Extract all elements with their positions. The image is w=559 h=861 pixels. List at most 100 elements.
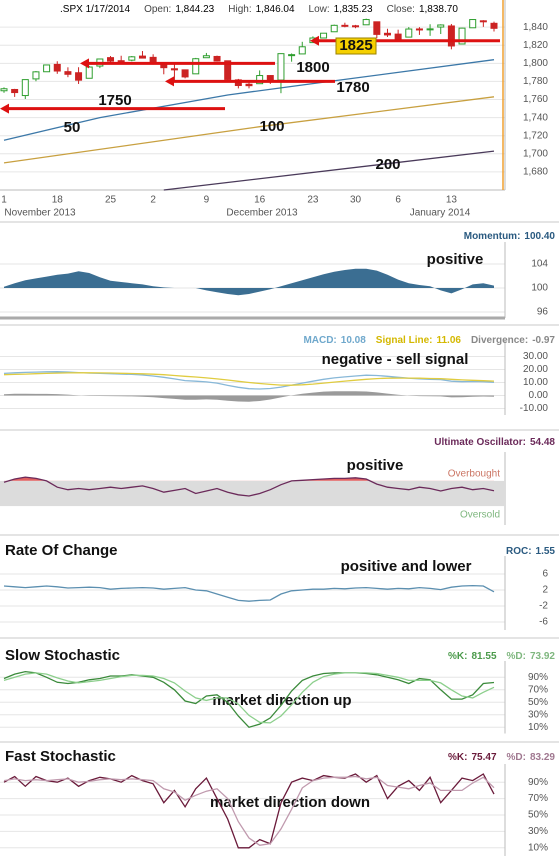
candle-body	[330, 24, 338, 33]
panel-readouts: Ultimate Oscillator: 54.48	[434, 437, 555, 448]
y-tick-label: -6	[539, 617, 548, 628]
candle-body	[149, 56, 157, 64]
y-tick-label: 1,680	[523, 167, 548, 178]
candle-body	[224, 60, 232, 80]
x-tick-label: 6	[395, 195, 401, 206]
candle-body	[85, 66, 93, 79]
line	[3, 372, 495, 386]
readout-value: 100.40	[524, 231, 555, 242]
y-tick-label: 30%	[528, 709, 548, 720]
candle-body	[213, 55, 221, 62]
x-tick-label: 30	[350, 195, 362, 206]
candle-body	[437, 24, 445, 28]
chart-title: .SPX 1/17/2014	[60, 4, 130, 15]
candle-body	[64, 71, 72, 75]
y-tick-label: 50%	[528, 810, 548, 821]
candle-body	[11, 88, 19, 94]
line	[3, 584, 495, 602]
y-tick-label: 0.00	[529, 390, 549, 401]
x-tick-label: 25	[105, 195, 117, 206]
annotation: positive and lower	[341, 558, 472, 575]
area	[4, 268, 494, 296]
y-tick-label: 30.00	[523, 351, 548, 362]
level-label: 1750	[98, 92, 131, 109]
candle-body	[266, 75, 274, 82]
candle-body	[373, 21, 381, 35]
readout-label: Open:	[144, 4, 171, 15]
level-label: 1780	[336, 79, 369, 96]
readout-label: ROC:	[506, 546, 532, 557]
y-tick-label: 6	[542, 569, 548, 580]
moving-average-label: 50	[64, 119, 81, 136]
band-label: Overbought	[448, 469, 500, 480]
y-tick-label: 30%	[528, 826, 548, 837]
annotation: negative - sell signal	[322, 351, 469, 368]
candle-body	[117, 60, 125, 63]
readout-value: 11.06	[436, 335, 461, 346]
level-arrow	[0, 103, 9, 114]
x-tick-label: 13	[446, 195, 458, 206]
readout-label: Momentum:	[464, 231, 521, 242]
readout-value: 10.08	[341, 335, 366, 346]
level-arrow	[165, 76, 174, 87]
candle-body	[426, 28, 434, 31]
readout-label: Signal Line:	[376, 335, 433, 346]
chart-header: .SPX 1/17/2014 Open: 1,844.23 High: 1,846.04…	[60, 4, 458, 15]
y-tick-label: 50%	[528, 697, 548, 708]
y-tick-label: 10%	[528, 722, 548, 733]
line	[3, 371, 495, 390]
readout-label: High:	[228, 4, 251, 15]
candle-body	[405, 28, 413, 38]
candle-body	[181, 69, 189, 78]
annotation: market direction up	[212, 692, 351, 709]
line	[3, 670, 495, 729]
readout-value: 83.29	[530, 752, 555, 763]
line	[3, 775, 495, 846]
readout-label: %K:	[448, 752, 467, 763]
candle-body	[362, 19, 370, 26]
y-tick-label: 1,740	[523, 112, 548, 123]
moving-average-label: 100	[259, 118, 284, 135]
candle-body	[32, 71, 40, 80]
candle-body	[21, 79, 29, 97]
band-label: Oversold	[460, 510, 500, 521]
readout-label: %D:	[507, 752, 526, 763]
candle-body	[53, 63, 61, 72]
candle-body	[202, 55, 210, 59]
readout-value: 1,846.04	[256, 4, 295, 15]
y-tick-label: 90%	[528, 672, 548, 683]
candle-body	[479, 20, 487, 23]
level-arrow	[310, 35, 319, 46]
readout-label: %D:	[507, 651, 526, 662]
y-tick-label: -2	[539, 601, 548, 612]
y-tick-label: 1,840	[523, 22, 548, 33]
x-tick-label: 16	[254, 195, 266, 206]
candle-body	[394, 33, 402, 40]
annotation: positive	[427, 251, 484, 268]
y-tick-label: 1,800	[523, 58, 548, 69]
candle-body	[138, 55, 146, 59]
moving-average	[3, 96, 495, 164]
level-arrow	[80, 58, 89, 69]
candle-body	[298, 46, 306, 55]
candle-body	[75, 72, 83, 81]
candle-body	[170, 68, 178, 71]
candle-body	[415, 28, 423, 31]
moving-average	[3, 59, 495, 141]
readout-value: 81.55	[471, 651, 496, 662]
readout-value: 1,844.23	[175, 4, 214, 15]
y-tick-label: 104	[531, 259, 548, 270]
readout-label: Close:	[387, 4, 415, 15]
x-tick-label: 18	[52, 195, 64, 206]
candle-body	[277, 53, 285, 81]
readout-value: 1,835.23	[334, 4, 373, 15]
y-tick-label: 96	[537, 307, 549, 318]
panel-readouts: %K: 81.55 %D: 73.92	[448, 651, 555, 662]
y-tick-label: 1,700	[523, 148, 548, 159]
moving-average-label: 200	[375, 156, 400, 173]
readout-label: %K:	[448, 651, 467, 662]
annotation: positive	[347, 457, 404, 474]
candle-body	[469, 19, 477, 29]
candle-body	[128, 56, 136, 61]
